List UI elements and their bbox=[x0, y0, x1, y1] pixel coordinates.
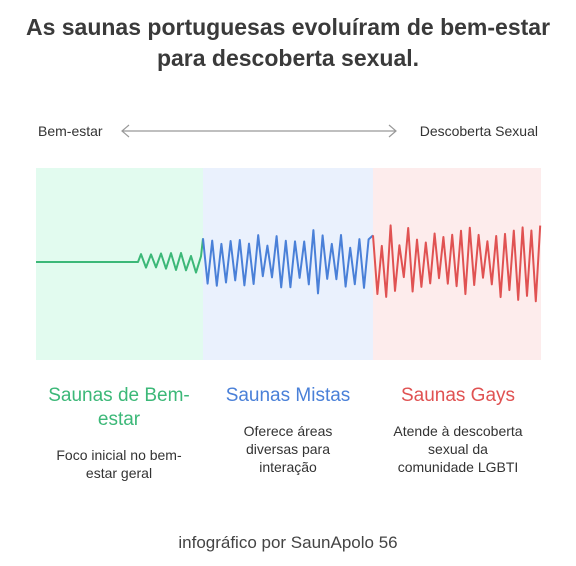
axis-label-left: Bem-estar bbox=[38, 123, 103, 139]
double-arrow-icon bbox=[121, 124, 397, 138]
section-mixed: Saunas Mistas Oferece áreas diversas par… bbox=[203, 384, 373, 476]
section-description-gay: Atende à descoberta sexual da comunidade… bbox=[393, 423, 523, 475]
section-gay: Saunas Gays Atende à descoberta sexual d… bbox=[373, 384, 543, 476]
wave-wellness bbox=[36, 238, 204, 274]
page-title: As saunas portuguesas evoluíram de bem-e… bbox=[25, 14, 551, 71]
axis-label-right: Descoberta Sexual bbox=[419, 123, 538, 139]
section-description-wellness: Foco inicial no bem-estar geral bbox=[56, 447, 182, 481]
signal-wave bbox=[36, 224, 542, 303]
wave-mixed bbox=[202, 229, 374, 295]
footer-credit: infográfico por SaunApolo 56 bbox=[178, 533, 398, 552]
section-heading-wellness: Saunas de Bem-estar bbox=[48, 385, 190, 430]
section-heading-gay: Saunas Gays bbox=[400, 385, 516, 406]
wave-gay bbox=[372, 224, 542, 303]
section-heading-mixed: Saunas Mistas bbox=[225, 385, 351, 406]
section-wellness: Saunas de Bem-estar Foco inicial no bem-… bbox=[34, 384, 204, 482]
section-description-mixed: Oferece áreas diversas para interação bbox=[243, 423, 333, 475]
